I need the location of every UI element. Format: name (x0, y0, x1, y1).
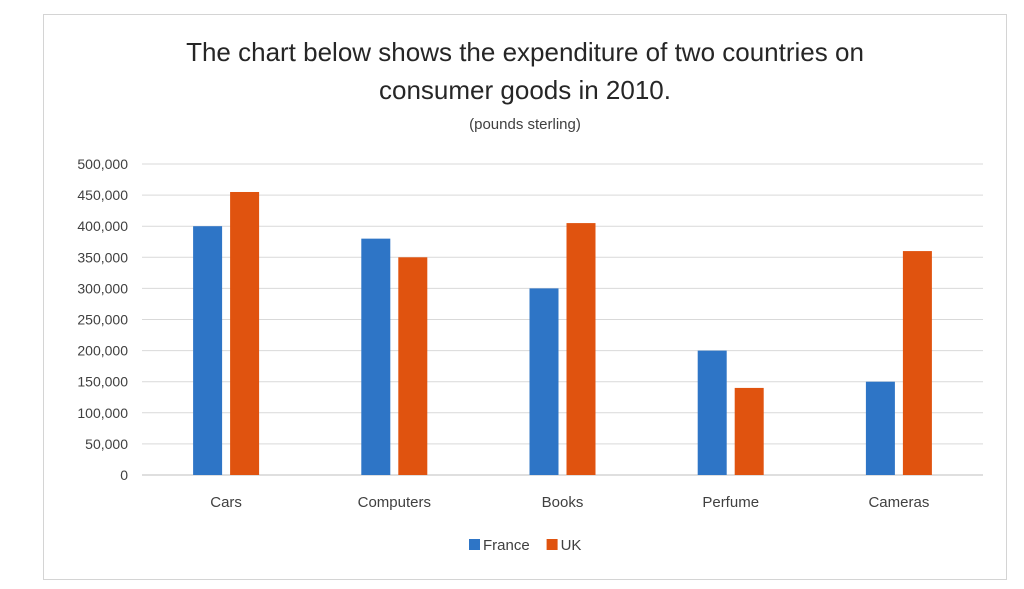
legend-label-uk: UK (561, 537, 582, 554)
bar-france-cars (193, 226, 223, 475)
bar-uk-cars (230, 191, 260, 476)
y-tick-label: 200,000 (77, 343, 128, 359)
y-tick-label: 0 (120, 467, 128, 483)
bar-france-computers (361, 238, 391, 475)
gridlines (142, 163, 983, 476)
x-category-label: Cameras (868, 494, 929, 511)
bar-france-books (529, 288, 559, 475)
bar-uk-perfume (734, 387, 764, 475)
y-tick-label: 400,000 (77, 218, 128, 234)
chart-subtitle: (pounds sterling) (469, 116, 581, 133)
legend-swatch-uk (546, 539, 558, 550)
bars (193, 191, 932, 476)
bar-france-perfume (697, 350, 727, 475)
y-tick-label: 250,000 (77, 312, 128, 328)
y-tick-label: 350,000 (77, 249, 128, 265)
y-axis-ticks: 0 50,000 100,000 150,000 200,000 250,000 300,0… (77, 156, 128, 483)
y-tick-label: 300,000 (77, 280, 128, 296)
x-category-label: Computers (358, 494, 431, 511)
y-tick-label: 450,000 (77, 187, 128, 203)
y-tick-label: 150,000 (77, 374, 128, 390)
x-category-label: Perfume (702, 494, 759, 511)
y-tick-label: 100,000 (77, 405, 128, 421)
y-tick-label: 50,000 (85, 436, 128, 452)
y-tick-label: 500,000 (77, 156, 128, 172)
bar-uk-books (566, 223, 596, 475)
x-category-label: Books (542, 494, 584, 511)
chart-title-line-2: consumer goods in 2010. (379, 75, 671, 105)
legend: France UK (469, 537, 581, 554)
x-category-label: Cars (210, 494, 242, 511)
bar-uk-cameras (902, 251, 932, 475)
bar-uk-computers (398, 257, 428, 475)
bar-france-cameras (865, 381, 895, 475)
chart-title-line-1: The chart below shows the expenditure of… (186, 37, 864, 67)
legend-label-france: France (483, 537, 530, 554)
x-axis-categories: Cars Computers Books Perfume Cameras (210, 494, 929, 511)
legend-swatch-france (469, 539, 480, 550)
